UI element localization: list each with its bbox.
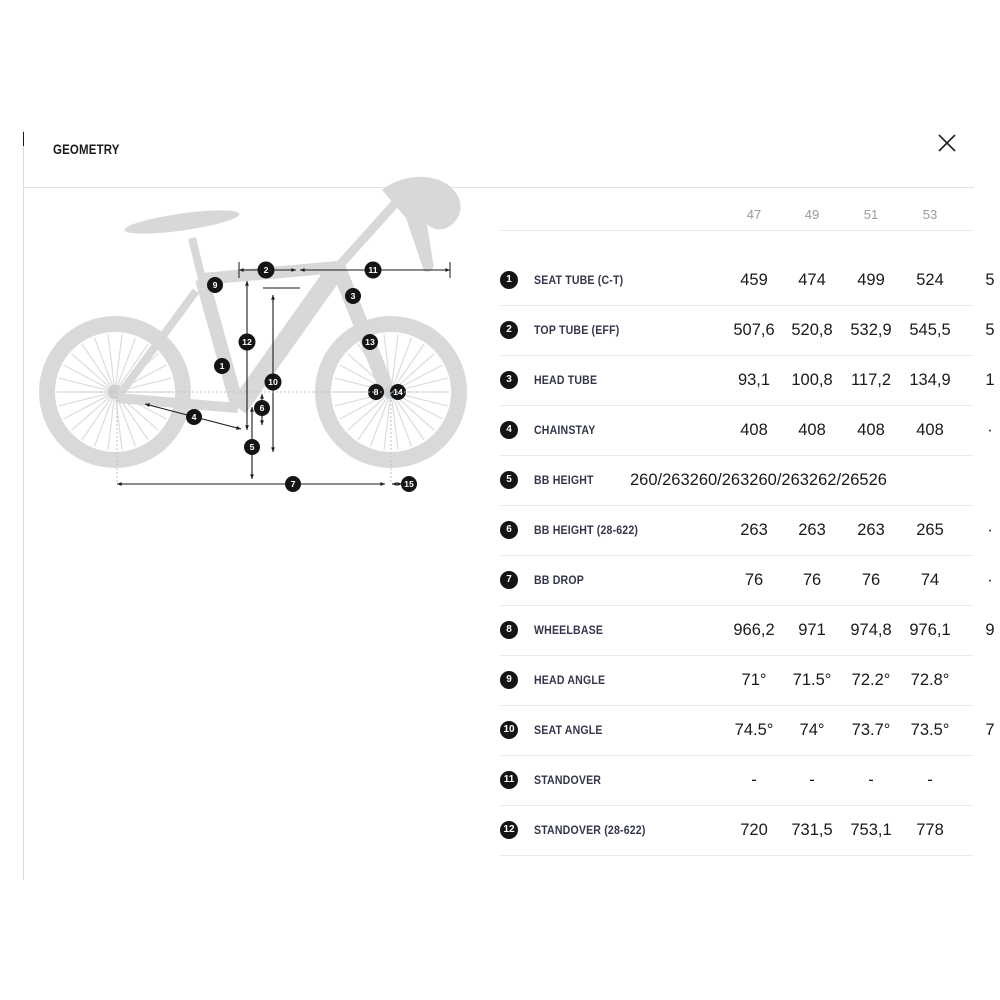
svg-text:15: 15	[404, 479, 414, 489]
svg-text:1: 1	[220, 361, 225, 371]
svg-text:11: 11	[368, 265, 377, 275]
svg-text:9: 9	[213, 280, 218, 290]
svg-text:13: 13	[365, 337, 375, 347]
svg-text:7: 7	[291, 479, 296, 489]
svg-text:3: 3	[351, 291, 356, 301]
svg-text:4: 4	[192, 412, 197, 422]
svg-text:6: 6	[260, 403, 265, 413]
svg-text:12: 12	[242, 337, 252, 347]
svg-text:2: 2	[264, 265, 269, 275]
svg-text:10: 10	[268, 377, 278, 387]
svg-text:5: 5	[250, 442, 255, 452]
